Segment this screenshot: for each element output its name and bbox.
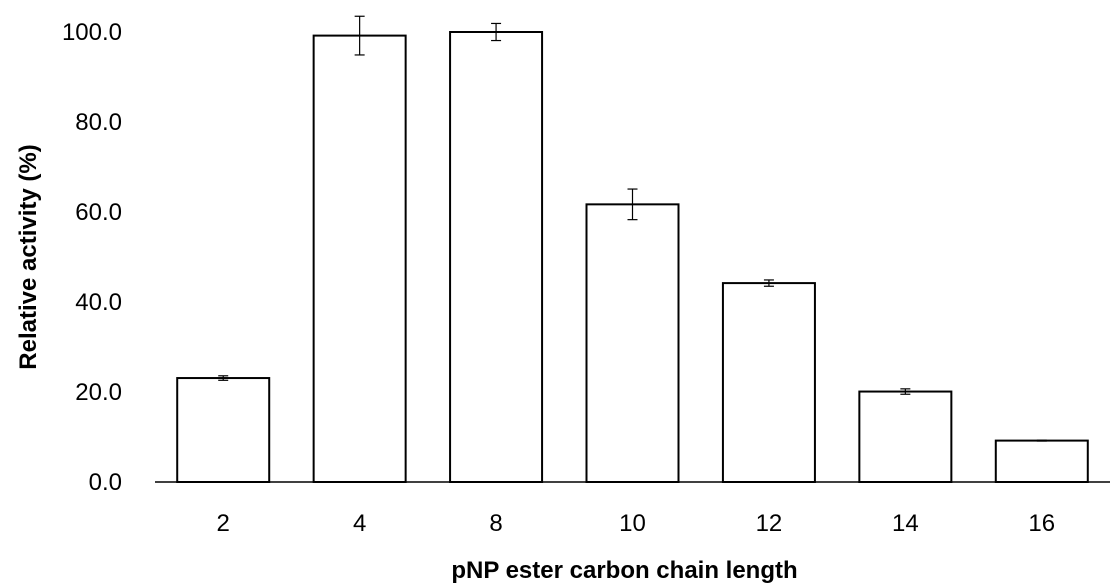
bar-14 xyxy=(858,390,953,483)
x-tick-label: 16 xyxy=(1028,510,1055,537)
x-tick-label: 14 xyxy=(892,510,919,537)
bars xyxy=(176,31,1089,484)
x-axis-title: pNP ester carbon chain length xyxy=(451,557,797,584)
x-tick-label: 10 xyxy=(619,510,646,537)
error-bar-8 xyxy=(491,22,502,42)
y-tick-label: 0.0 xyxy=(89,469,122,496)
bar-10 xyxy=(585,203,680,483)
bar-2 xyxy=(176,377,271,483)
y-tick-label: 60.0 xyxy=(75,199,122,226)
error-bars xyxy=(218,15,1047,442)
x-tick-label: 2 xyxy=(217,510,230,537)
error-bar-12 xyxy=(763,279,774,287)
y-tick-label: 100.0 xyxy=(62,19,122,46)
y-tick-labels: 0.0 20.0 40.0 60.0 80.0 100.0 xyxy=(62,19,122,496)
error-bar-10 xyxy=(627,188,638,221)
y-axis-title: Relative activity (%) xyxy=(15,144,42,369)
x-tick-label: 8 xyxy=(489,510,502,537)
y-tick-label: 80.0 xyxy=(75,109,122,136)
error-bar-14 xyxy=(900,388,911,395)
error-bar-4 xyxy=(354,15,365,56)
y-tick-label: 20.0 xyxy=(75,379,122,406)
bar-16 xyxy=(994,439,1089,484)
error-bar-2 xyxy=(218,375,229,381)
x-tick-label: 4 xyxy=(353,510,366,537)
x-tick-label: 12 xyxy=(756,510,783,537)
bar-4 xyxy=(312,34,407,483)
error-bar-16 xyxy=(1036,439,1047,442)
x-tick-labels: 2 4 8 10 12 14 16 xyxy=(217,510,1056,537)
y-tick-label: 40.0 xyxy=(75,289,122,316)
bar-12 xyxy=(721,282,816,483)
bar-8 xyxy=(449,31,544,483)
